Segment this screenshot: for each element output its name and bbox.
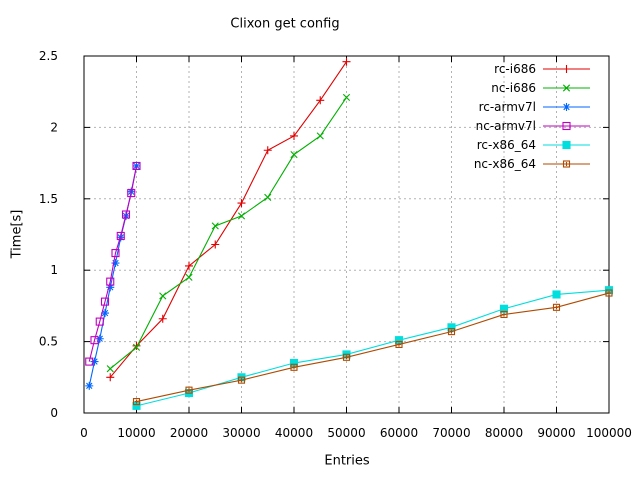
x-tick-label: 70000 [432,426,470,440]
legend-entry-rc-i686: rc-i686 [494,62,590,76]
y-tick-label: 2 [50,120,58,134]
x-tick-label: 100000 [586,426,632,440]
y-tick-label: 1 [50,263,58,277]
x-tick-label: 40000 [275,426,313,440]
series-nc-i686 [106,93,351,373]
series-line-nc-x86_64 [136,292,610,403]
legend-entry-nc-x86_64: nc-x86_64 [474,157,590,171]
x-tick-label: 20000 [170,426,208,440]
legend: rc-i686 nc-i686 rc-armv7l nc-armv7l rc-x86_6… [474,62,590,171]
x-tick-label: 50000 [327,426,365,440]
tick-labels: 0 10000 20000 30000 40000 50000 60000 70000 8000… [39,49,632,440]
x-tick-label: 10000 [117,426,155,440]
series-line-nc-i686 [109,97,347,370]
legend-label: rc-x86_64 [477,138,536,152]
legend-entry-nc-armv7l: nc-armv7l [476,119,590,133]
y-tick-label: 0.5 [39,335,58,349]
legend-label: nc-i686 [491,81,536,95]
axes [83,55,610,414]
x-tick-label: 90000 [537,426,575,440]
x-tick-label: 80000 [485,426,523,440]
x-axis-label: Entries [324,453,370,469]
series-line-rc-x86_64 [136,289,610,407]
x-tick-label: 30000 [222,426,260,440]
chart-title: Clixon get config [230,16,340,32]
legend-label: nc-armv7l [476,119,536,133]
series-nc-x86_64 [132,289,613,406]
legend-label: rc-i686 [494,62,536,76]
series-line-nc-armv7l [88,165,138,362]
y-tick-label: 0 [50,406,58,420]
series-nc-armv7l [85,161,141,366]
x-tick-label: 0 [80,426,88,440]
x-tick-label: 60000 [380,426,418,440]
series-rc-x86_64 [132,286,614,410]
legend-entry-rc-x86_64: rc-x86_64 [477,138,590,152]
legend-label: nc-x86_64 [474,157,536,171]
legend-entry-rc-armv7l: rc-armv7l [479,100,590,114]
y-tick-label: 1.5 [39,192,58,206]
legend-label: rc-armv7l [479,100,536,114]
y-tick-label: 2.5 [39,49,58,63]
series-line-rc-i686 [109,61,347,378]
series-rc-i686 [106,57,351,382]
legend-entry-nc-i686: nc-i686 [491,81,590,95]
y-axis-label: Time[s] [9,209,25,259]
